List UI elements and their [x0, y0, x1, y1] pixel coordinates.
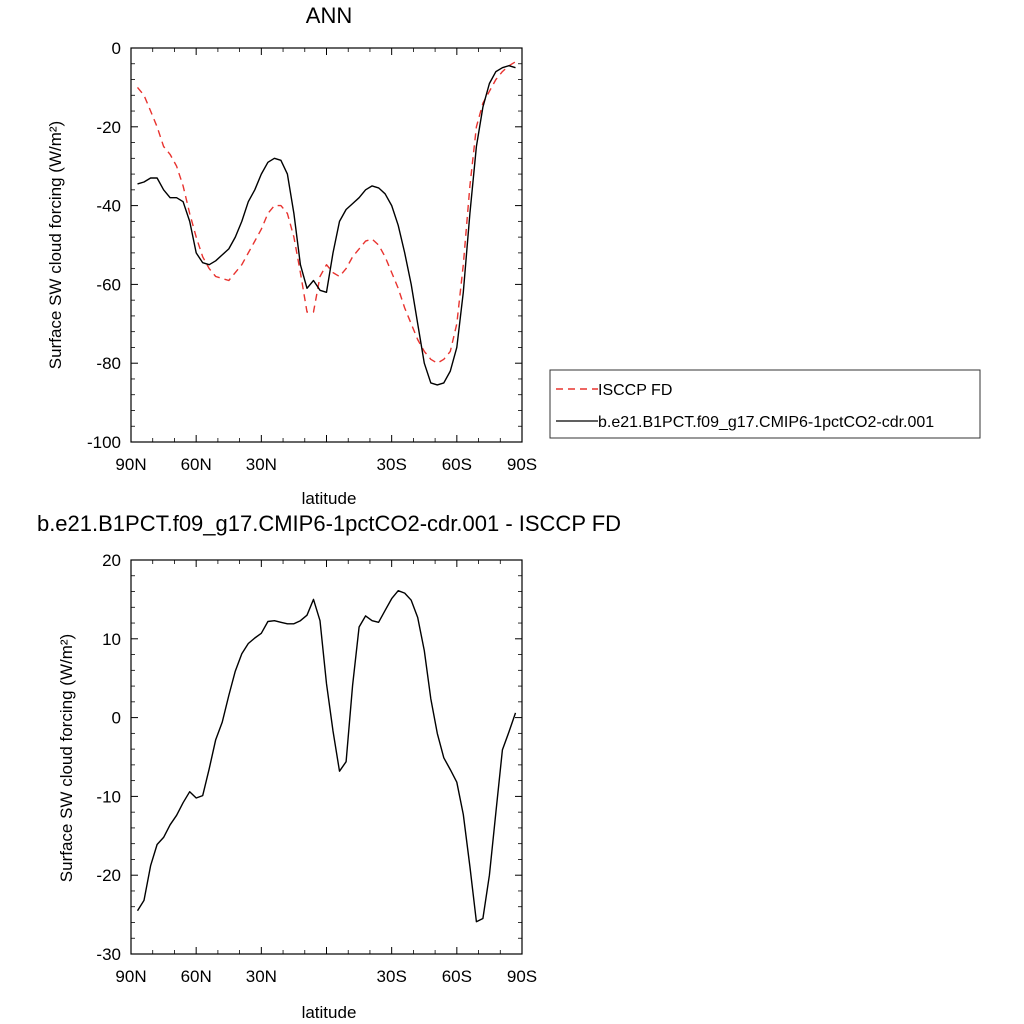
bottom-y-tick-labels: 20 10 0 -10 -20 -30 [96, 551, 121, 964]
bottom-y-axis-label: Surface SW cloud forcing (W/m²) [57, 634, 76, 882]
x-tick-label: 60N [181, 455, 212, 474]
top-chart-title: ANN [306, 3, 352, 28]
y-tick-label: -30 [96, 945, 121, 964]
y-tick-label: -80 [96, 354, 121, 373]
series-line-model [137, 64, 516, 386]
series-line-isccp [136, 61, 516, 364]
x-tick-label: 90S [507, 455, 537, 474]
x-tick-label: 30S [377, 455, 407, 474]
x-tick-label: 30N [246, 967, 277, 986]
y-tick-label: -40 [96, 197, 121, 216]
bottom-x-axis-label: latitude [302, 1003, 357, 1022]
bottom-plot-series [136, 590, 517, 923]
y-tick-label: -20 [96, 118, 121, 137]
y-tick-label: -10 [96, 787, 121, 806]
top-y-axis-label: Surface SW cloud forcing (W/m²) [46, 121, 65, 369]
x-tick-label: 30N [246, 455, 277, 474]
top-legend: ISCCP FD b.e21.B1PCT.f09_g17.CMIP6-1pctC… [549, 369, 981, 439]
x-tick-label: 60N [181, 967, 212, 986]
bottom-plot-frame [130, 559, 523, 955]
y-tick-label: 20 [102, 551, 121, 570]
top-x-axis-label: latitude [302, 489, 357, 508]
legend-label-model: b.e21.B1PCT.f09_g17.CMIP6-1pctCO2-cdr.00… [598, 414, 934, 431]
x-tick-label: 90N [115, 967, 146, 986]
bottom-axis-ticks [130, 559, 523, 955]
top-panel: ANN Surface SW cloud forcing (W/m²) lati… [46, 3, 981, 508]
y-tick-label: -60 [96, 275, 121, 294]
x-tick-label: 90S [507, 967, 537, 986]
bottom-chart-title: b.e21.B1PCT.f09_g17.CMIP6-1pctCO2-cdr.00… [37, 511, 621, 536]
bottom-panel: b.e21.B1PCT.f09_g17.CMIP6-1pctCO2-cdr.00… [37, 511, 621, 1022]
top-axis-ticks [130, 47, 523, 443]
top-x-tick-labels: 90N 60N 30N 30S 60S 90S [115, 455, 537, 474]
top-y-tick-labels: 0 -20 -40 -60 -80 -100 [87, 39, 121, 452]
bottom-x-tick-labels: 90N 60N 30N 30S 60S 90S [115, 967, 537, 986]
top-plot-series [136, 61, 516, 386]
x-tick-label: 30S [377, 967, 407, 986]
top-plot-frame [130, 47, 523, 443]
y-tick-label: -100 [87, 433, 121, 452]
legend-label-isccp: ISCCP FD [598, 382, 672, 399]
y-tick-label: 0 [112, 39, 121, 58]
legend-box [549, 369, 981, 439]
x-tick-label: 60S [442, 967, 472, 986]
y-tick-label: 0 [112, 709, 121, 728]
series-line-model [136, 590, 517, 923]
y-tick-label: 10 [102, 630, 121, 649]
y-tick-label: -20 [96, 866, 121, 885]
x-tick-label: 90N [115, 455, 146, 474]
x-tick-label: 60S [442, 455, 472, 474]
